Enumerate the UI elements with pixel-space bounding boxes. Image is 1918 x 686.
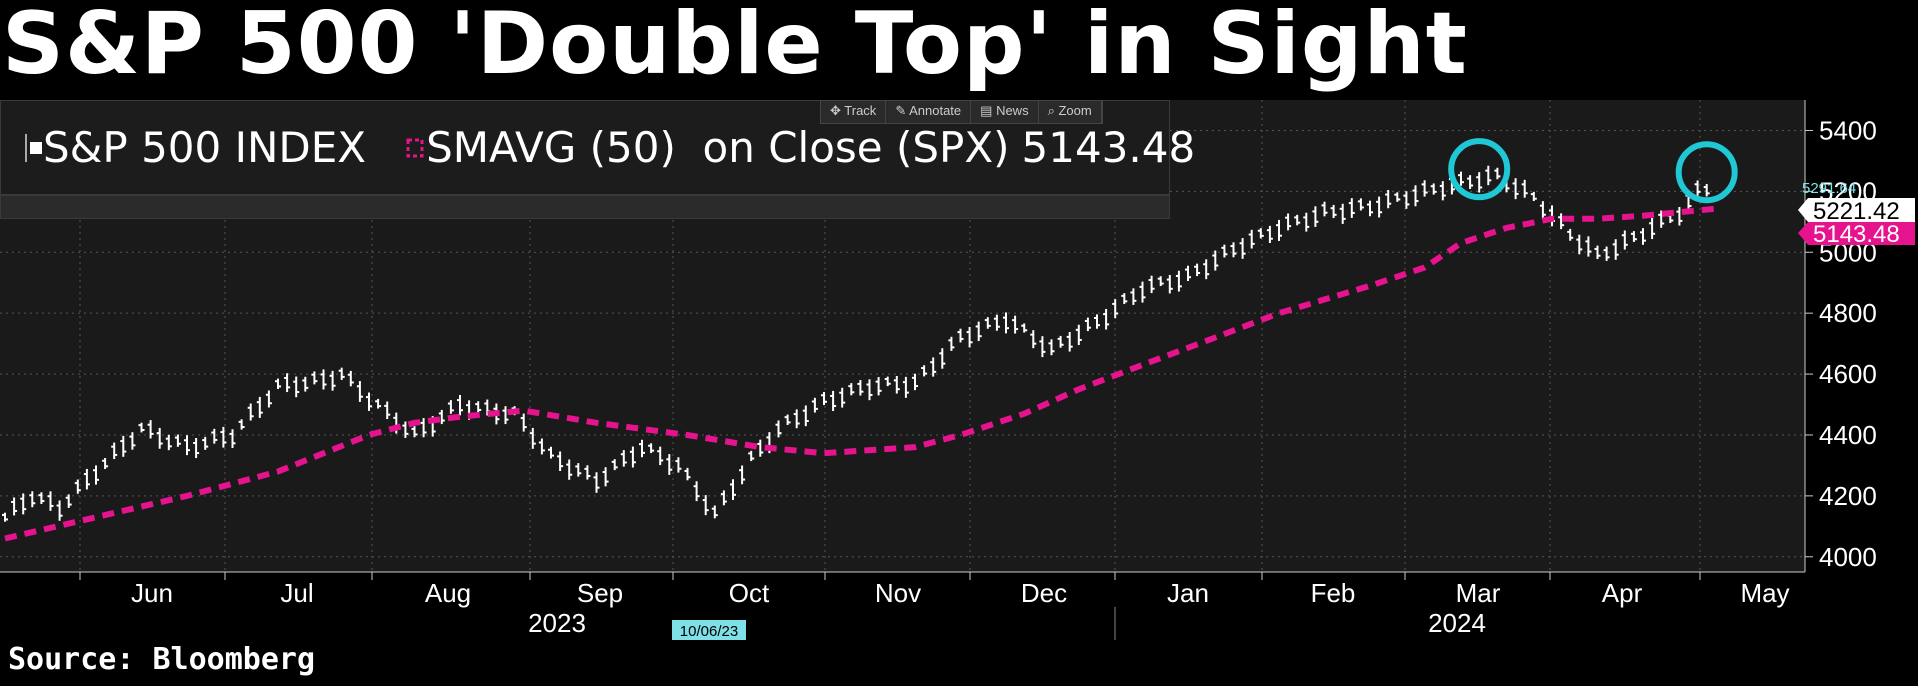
x-tick-label: Jan (1167, 578, 1209, 608)
track-button[interactable]: ✥ Track (821, 101, 887, 123)
zoom-label: Zoom (1058, 103, 1092, 118)
bar-series-icon (25, 133, 42, 162)
price-series (2, 165, 1710, 522)
source-note: Source: Bloomberg (8, 642, 316, 677)
track-label: Track (844, 103, 877, 118)
x-tick-label: May (1740, 578, 1789, 608)
legend-panel: S&P 500 INDEX SMAVG (50) on Close (SPX) … (0, 100, 1195, 195)
y-tick-label: 4800 (1819, 298, 1877, 328)
sma-price-tag: 5143.48 (1813, 221, 1900, 248)
x-tick-label: Dec (1021, 578, 1067, 608)
x-tick-label: Oct (729, 578, 770, 608)
last-price-tag: 5221.42 (1813, 198, 1900, 225)
legend-series-price: S&P 500 INDEX (43, 123, 367, 172)
x-tick-label: Mar (1456, 578, 1501, 608)
y-tick-label: 4600 (1819, 359, 1877, 389)
legend-sma-value: 5143.48 (1021, 123, 1196, 172)
sma-price-tag-bg (1798, 222, 1915, 245)
last-price-tag-bg (1798, 198, 1915, 222)
year-label: 2023 (528, 608, 586, 638)
x-tick-label: Sep (577, 578, 623, 608)
news-button[interactable]: ▤ News (971, 101, 1039, 123)
annotate-label: Annotate (909, 103, 962, 118)
y-tick-label: 4200 (1819, 481, 1877, 511)
high-price-tag: 5291.64 (1802, 180, 1856, 197)
zoom-button[interactable]: ⌕ Zoom (1039, 101, 1102, 123)
legend-row: S&P 500 INDEX SMAVG (50) on Close (SPX) … (21, 123, 1195, 172)
sma-line (4, 205, 1717, 542)
y-tick-label: 4000 (1819, 542, 1877, 572)
news-label: News (996, 103, 1029, 118)
annotate-button[interactable]: ✎ Annotate (886, 101, 972, 123)
highlight-circle (1448, 138, 1511, 201)
x-tick-label: Apr (1602, 578, 1643, 608)
x-tick-label: Aug (425, 578, 471, 608)
y-tick-label: 4400 (1819, 420, 1877, 450)
date-marker-label: 10/06/23 (680, 623, 738, 640)
x-tick-label: Jul (280, 578, 313, 608)
x-tick-label: Feb (1311, 578, 1356, 608)
page-title: S&P 500 'Double Top' in Sight (2, 0, 1468, 94)
highlight-circle (1675, 141, 1738, 204)
year-label: 2024 (1428, 608, 1486, 638)
x-tick-label: Jun (131, 578, 173, 608)
legend-series-sma: SMAVG (50) on Close (SPX) (426, 123, 1010, 172)
x-tick-label: Nov (875, 578, 921, 608)
sma-series-icon (406, 138, 424, 157)
chart-toolbar: ✥ Track ✎ Annotate ▤ News ⌕ Zoom (820, 100, 1103, 124)
date-marker-box (672, 620, 746, 640)
legend-subbar (0, 195, 1170, 219)
y-tick-label: 5400 (1819, 115, 1877, 145)
